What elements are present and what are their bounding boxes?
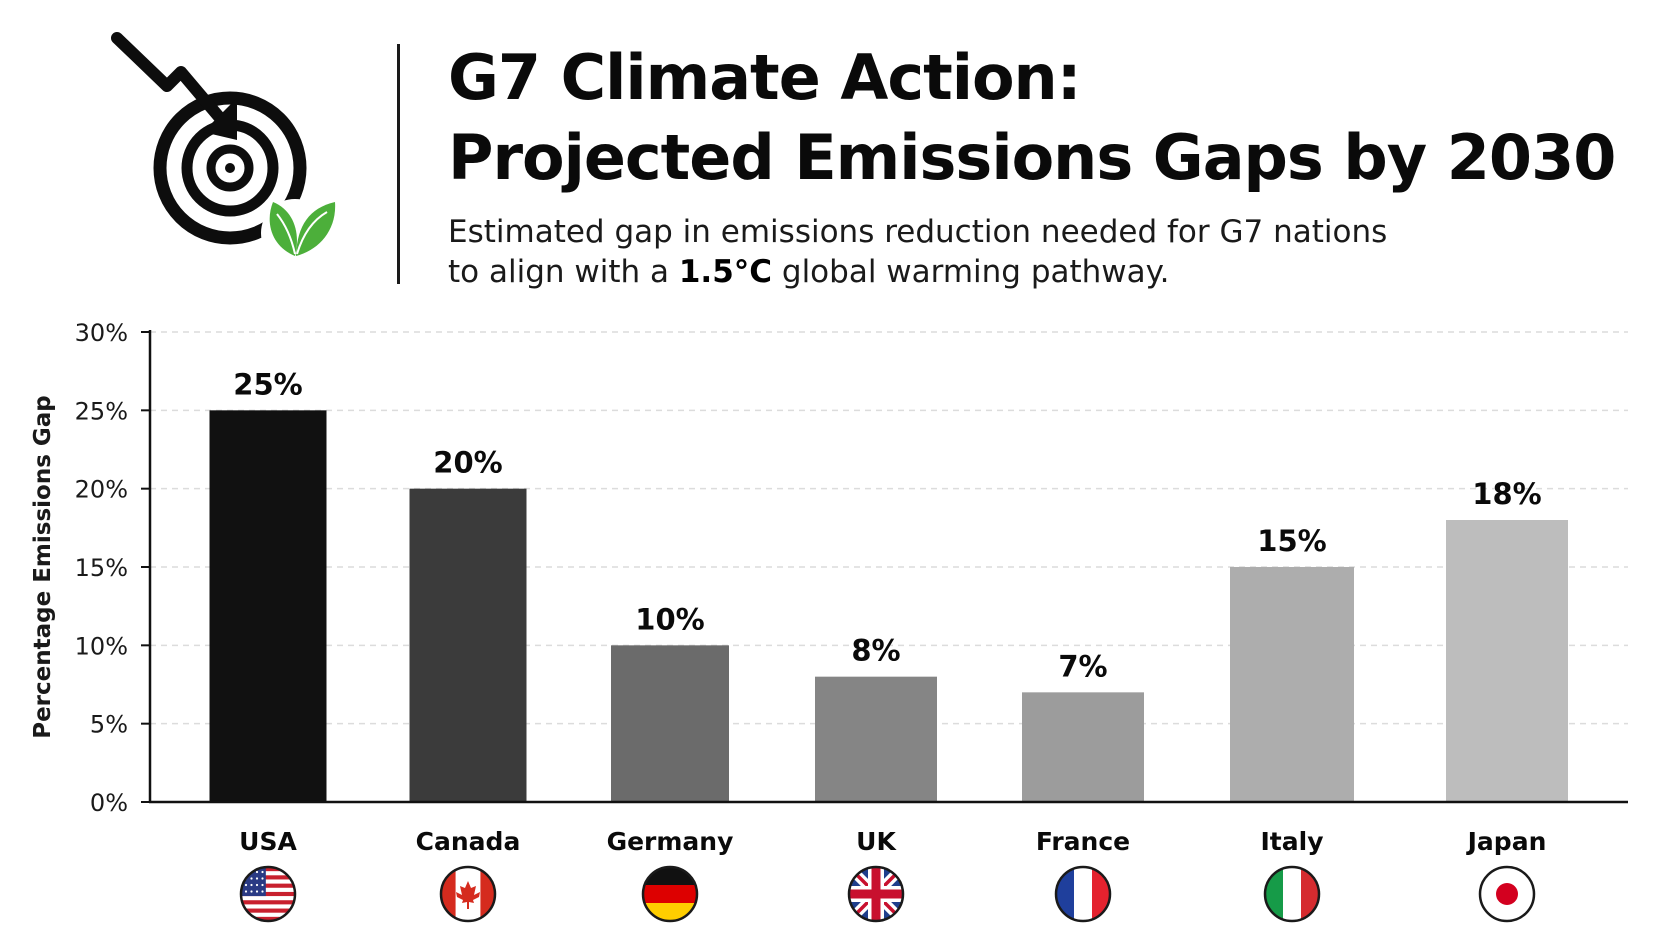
data-label-uk: 8% [851,634,900,668]
category-label-usa: USA [239,827,297,856]
y-tick-label: 10% [75,632,128,660]
data-label-japan: 18% [1472,477,1541,511]
bar-canada [409,488,527,802]
category-label-uk: UK [856,827,897,856]
canada-flag-icon [439,865,497,923]
category-label-germany: Germany [607,827,734,856]
title-line-1: G7 Climate Action: [448,41,1082,114]
category-label-italy: Italy [1261,827,1324,856]
data-label-italy: 15% [1257,524,1326,558]
category-label-france: France [1036,827,1130,856]
subtitle-line-2-bold: 1.5°C [678,254,773,290]
usa-flag-icon [239,865,297,923]
y-tick-label: 30% [75,319,128,347]
y-tick-label: 15% [75,554,128,582]
y-axis-label: Percentage Emissions Gap [30,395,56,739]
page-subtitle: Estimated gap in emissions reduction nee… [448,212,1387,292]
country-flags [239,865,1536,923]
bar-italy [1230,567,1354,802]
bar-uk [815,676,937,802]
france-flag-icon [1054,865,1112,923]
subtitle-line-2-post: global warming pathway. [772,254,1170,290]
italy-flag-icon [1263,865,1321,923]
category-label-japan: Japan [1466,827,1547,856]
subtitle-line-1: Estimated gap in emissions reduction nee… [448,214,1388,250]
grid-lines [150,331,1628,725]
data-label-canada: 20% [433,446,502,480]
title-line-2: Projected Emissions Gaps by 2030 [448,121,1616,194]
y-axis-ticks: 0% 5% 10% 15% 20% 25% 30% [75,319,150,817]
y-tick-label: 20% [75,476,128,504]
bar-usa [209,410,327,802]
bar-chart: 0% 5% 10% 15% 20% 25% 30% Percentage Emissions … [30,319,1628,923]
data-label-france: 7% [1058,649,1107,683]
page-title: G7 Climate Action: Projected Emissions G… [448,38,1616,198]
data-label-usa: 25% [233,367,302,401]
bar-japan [1446,520,1568,802]
germany-flag-icon [641,865,699,923]
y-tick-label: 5% [90,711,128,739]
japan-flag-icon [1478,865,1536,923]
bars: 25% 20% 10% 8% 7% 15% 18% [209,367,1568,802]
bar-germany [611,645,729,802]
subtitle-line-2-pre: to align with a [448,254,679,290]
category-label-canada: Canada [416,827,521,856]
bar-france [1022,692,1144,802]
y-tick-label: 0% [90,789,128,817]
uk-flag-icon [847,865,905,923]
header-divider [397,44,400,284]
x-axis-categories: USA Canada Germany UK France Italy Japan [239,827,1546,856]
y-tick-label: 25% [75,397,128,425]
target-arrow-leaf-icon [111,32,336,267]
data-label-germany: 10% [635,602,704,636]
